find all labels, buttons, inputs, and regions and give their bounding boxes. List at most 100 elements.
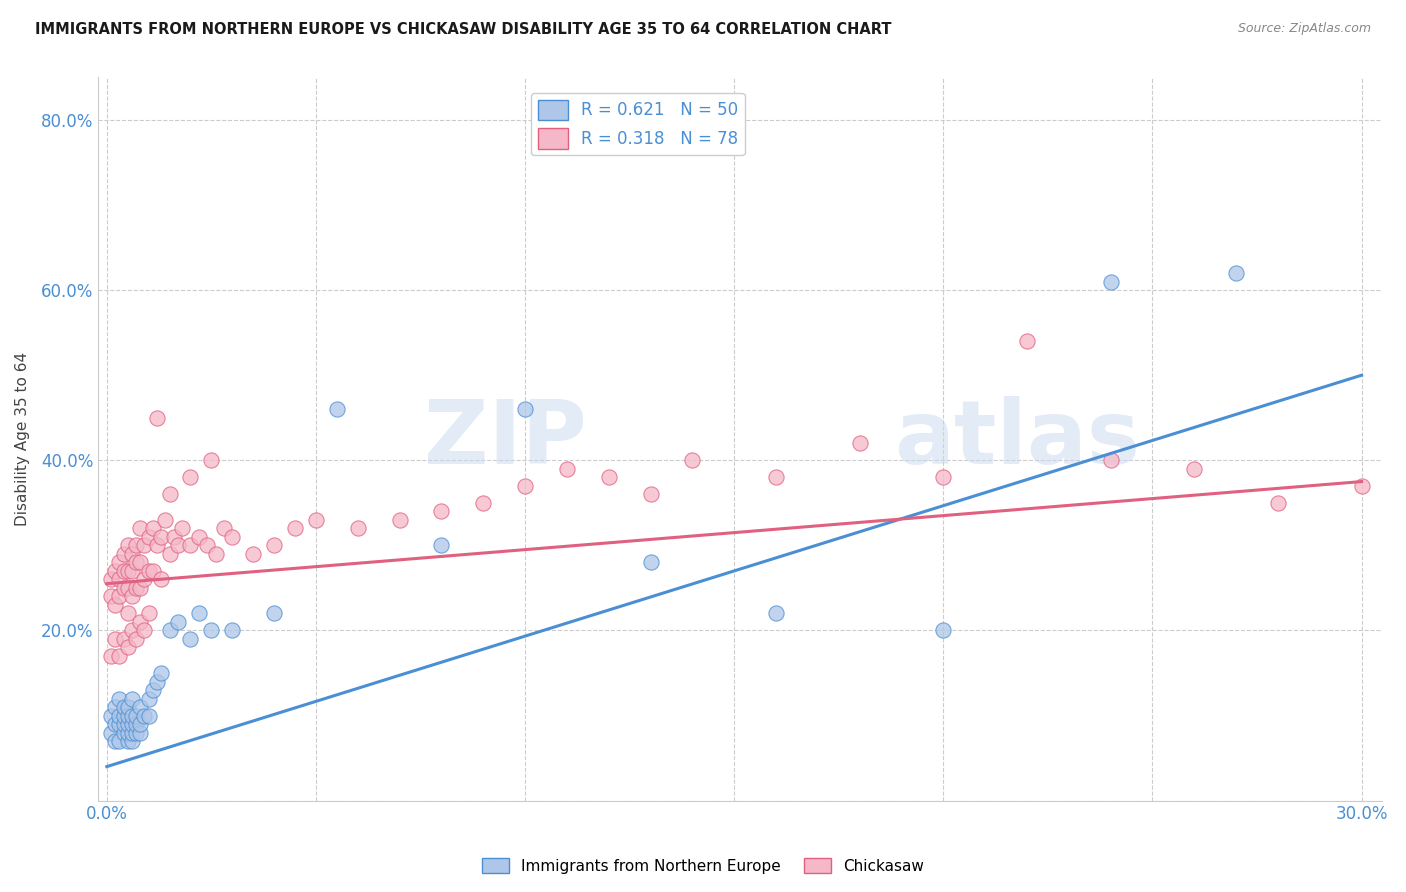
Point xyxy=(1099,453,1122,467)
Point xyxy=(129,615,152,629)
Point xyxy=(263,538,285,552)
Point xyxy=(263,607,285,621)
Point xyxy=(112,564,135,578)
Point xyxy=(117,607,139,621)
Point xyxy=(117,725,139,739)
Point xyxy=(326,402,349,417)
Point xyxy=(200,624,222,638)
Point xyxy=(138,607,160,621)
Point xyxy=(146,674,169,689)
Point xyxy=(1225,266,1247,280)
Point xyxy=(104,598,127,612)
Point xyxy=(108,555,131,569)
Point xyxy=(100,725,122,739)
Point xyxy=(100,708,122,723)
Point xyxy=(138,708,160,723)
Point xyxy=(138,530,160,544)
Point xyxy=(163,530,186,544)
Point xyxy=(179,538,201,552)
Point xyxy=(125,581,148,595)
Point xyxy=(221,530,243,544)
Point xyxy=(117,708,139,723)
Point xyxy=(121,725,143,739)
Point xyxy=(513,479,536,493)
Point xyxy=(121,717,143,731)
Point xyxy=(121,547,143,561)
Point xyxy=(104,564,127,578)
Point xyxy=(187,530,209,544)
Point xyxy=(121,691,143,706)
Point xyxy=(172,521,194,535)
Point xyxy=(129,700,152,714)
Point xyxy=(112,725,135,739)
Point xyxy=(155,513,177,527)
Point xyxy=(305,513,328,527)
Point xyxy=(108,590,131,604)
Point xyxy=(112,581,135,595)
Point xyxy=(179,632,201,646)
Point xyxy=(125,717,148,731)
Point xyxy=(104,700,127,714)
Point xyxy=(125,538,148,552)
Point xyxy=(187,607,209,621)
Point xyxy=(134,573,156,587)
Point xyxy=(765,470,787,484)
Point xyxy=(112,547,135,561)
Point xyxy=(932,624,955,638)
Point xyxy=(121,564,143,578)
Point xyxy=(159,487,181,501)
Point xyxy=(150,573,173,587)
Point xyxy=(129,555,152,569)
Point xyxy=(129,717,152,731)
Point xyxy=(117,581,139,595)
Point xyxy=(117,734,139,748)
Point xyxy=(100,648,122,663)
Point xyxy=(138,691,160,706)
Y-axis label: Disability Age 35 to 64: Disability Age 35 to 64 xyxy=(15,352,30,526)
Point xyxy=(167,538,190,552)
Point xyxy=(150,665,173,680)
Point xyxy=(117,564,139,578)
Point xyxy=(513,402,536,417)
Point xyxy=(117,700,139,714)
Point xyxy=(134,624,156,638)
Point xyxy=(125,725,148,739)
Point xyxy=(142,521,165,535)
Point xyxy=(108,573,131,587)
Point xyxy=(125,632,148,646)
Point xyxy=(555,462,578,476)
Point xyxy=(167,615,190,629)
Point xyxy=(640,487,662,501)
Point xyxy=(108,648,131,663)
Point xyxy=(108,708,131,723)
Point xyxy=(159,547,181,561)
Point xyxy=(1267,496,1289,510)
Point xyxy=(1099,275,1122,289)
Point xyxy=(129,581,152,595)
Text: ZIP: ZIP xyxy=(423,395,586,483)
Point xyxy=(129,521,152,535)
Point xyxy=(848,436,870,450)
Point xyxy=(117,538,139,552)
Point xyxy=(125,708,148,723)
Point xyxy=(112,717,135,731)
Point xyxy=(242,547,264,561)
Point xyxy=(1182,462,1205,476)
Point xyxy=(932,470,955,484)
Legend: R = 0.621   N = 50, R = 0.318   N = 78: R = 0.621 N = 50, R = 0.318 N = 78 xyxy=(531,93,745,155)
Point xyxy=(765,607,787,621)
Point xyxy=(108,717,131,731)
Point xyxy=(221,624,243,638)
Legend: Immigrants from Northern Europe, Chickasaw: Immigrants from Northern Europe, Chickas… xyxy=(475,852,931,880)
Point xyxy=(100,573,122,587)
Point xyxy=(681,453,703,467)
Point xyxy=(134,538,156,552)
Point xyxy=(108,734,131,748)
Point xyxy=(159,624,181,638)
Point xyxy=(108,691,131,706)
Text: IMMIGRANTS FROM NORTHERN EUROPE VS CHICKASAW DISABILITY AGE 35 TO 64 CORRELATION: IMMIGRANTS FROM NORTHERN EUROPE VS CHICK… xyxy=(35,22,891,37)
Point xyxy=(117,640,139,655)
Text: atlas: atlas xyxy=(894,395,1140,483)
Point xyxy=(284,521,307,535)
Point xyxy=(121,624,143,638)
